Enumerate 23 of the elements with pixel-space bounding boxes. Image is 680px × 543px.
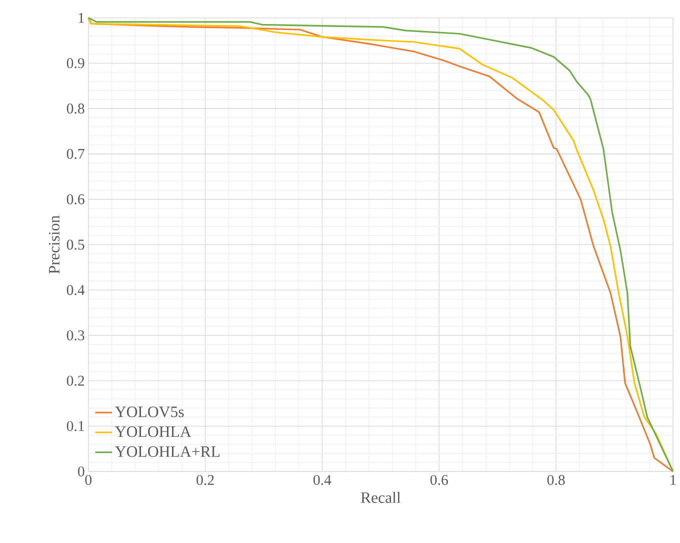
y-tick-label: 0.6 <box>66 194 84 204</box>
y-tick-label: 0 <box>78 466 84 476</box>
y-tick-label: 0.1 <box>66 421 84 432</box>
y-tick-label: 0.5 <box>66 240 84 250</box>
legend-label: YOLOHLA <box>115 426 192 438</box>
y-tick-label: 0.8 <box>66 104 84 114</box>
y-tick-label: 0.9 <box>66 58 84 68</box>
x-tick-label: 1 <box>670 475 676 485</box>
x-tick-label: 0.2 <box>196 474 214 486</box>
x-tick-label: 0.8 <box>547 474 565 486</box>
y-axis-title: Precision <box>48 215 60 274</box>
y-tick-label: 0.7 <box>66 148 84 160</box>
line-series <box>88 17 674 472</box>
y-tick-label: 0.3 <box>66 330 84 340</box>
legend-label: YOLOV5s <box>115 406 184 418</box>
y-tick-label: 0.2 <box>66 376 84 386</box>
x-axis-title: Recall <box>360 492 401 503</box>
legend-label: YOLOHLA+RL <box>115 446 220 457</box>
x-tick-label: 0.4 <box>313 474 332 486</box>
y-tick-label: 0.4 <box>66 285 85 296</box>
x-tick-label: 0.6 <box>430 474 448 486</box>
x-tick-label: 0 <box>85 474 92 485</box>
y-tick-label: 1 <box>78 12 84 23</box>
